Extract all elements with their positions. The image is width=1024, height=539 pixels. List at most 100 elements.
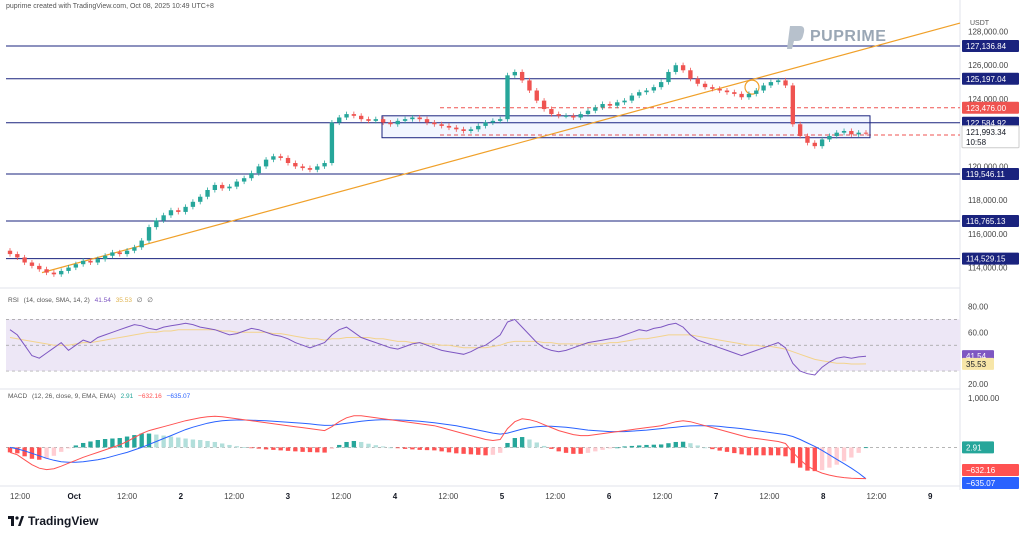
- macd-histogram-bar: [198, 440, 203, 448]
- time-axis-label: 2: [179, 492, 184, 501]
- candle-body: [139, 240, 144, 248]
- macd-histogram-bar: [476, 447, 481, 455]
- macd-histogram-bar: [373, 445, 378, 448]
- candle-body: [22, 257, 27, 263]
- macd-histogram-bar: [168, 436, 174, 448]
- macd-histogram-bar: [88, 441, 93, 448]
- candle-body: [285, 157, 291, 164]
- macd-histogram-bar: [410, 447, 415, 450]
- macd-histogram-bar: [395, 447, 400, 449]
- dashed-level-text: 123,476.00: [966, 104, 1007, 113]
- candle-body: [315, 166, 320, 170]
- macd-histogram-bar: [241, 447, 247, 448]
- macd-histogram-bar: [102, 439, 108, 448]
- macd-histogram-bar: [307, 447, 313, 453]
- rsi-ma-line: [9, 329, 867, 365]
- tradingview-logo-icon: [8, 516, 24, 526]
- macd-signal-tag: [962, 477, 1019, 489]
- tradingview-brand[interactable]: TradingView: [8, 514, 98, 528]
- candle-body: [746, 93, 752, 98]
- level-price-tag: [962, 252, 1019, 265]
- macd-histogram-bar: [44, 447, 49, 459]
- candle-body: [15, 254, 20, 258]
- macd-histogram-bar: [622, 446, 627, 448]
- macd-histogram-bar: [190, 439, 196, 448]
- macd-histogram-bar: [658, 444, 664, 448]
- candle-body: [717, 88, 722, 91]
- candle-body: [307, 168, 313, 170]
- candle-body: [476, 125, 481, 130]
- candle-body: [776, 80, 781, 83]
- candle-body: [176, 210, 181, 212]
- candle-body: [234, 181, 239, 187]
- level-price-text: 119,546.11: [966, 170, 1005, 179]
- candle-body: [498, 119, 503, 121]
- candle-body: [344, 114, 349, 118]
- macd-histogram-bar: [351, 440, 357, 448]
- macd-histogram-bar: [132, 435, 137, 448]
- macd-histogram-bar: [534, 442, 539, 448]
- candle-body: [790, 85, 796, 125]
- macd-histogram-bar: [322, 447, 327, 453]
- candle-body: [380, 119, 386, 123]
- macd-histogram-bar: [695, 445, 700, 448]
- macd-histogram-bar: [805, 447, 810, 471]
- candle-body: [827, 136, 832, 140]
- candle-body: [154, 220, 159, 228]
- candle-body: [102, 255, 108, 260]
- candle-body: [446, 125, 452, 128]
- time-axis-label: 4: [393, 492, 398, 501]
- macd-histogram-bar: [498, 447, 503, 453]
- candle-body: [66, 267, 71, 271]
- rsi-legend-empty-2: ∅: [147, 297, 153, 304]
- macd-histogram-bar: [337, 444, 342, 448]
- candle-body: [688, 70, 693, 79]
- macd-histogram-bar: [666, 443, 671, 448]
- candle-body: [219, 184, 225, 189]
- macd-histogram-bar: [629, 445, 635, 448]
- time-axis-label: 9: [928, 492, 933, 501]
- rsi-tick-label: 80.00: [968, 302, 989, 311]
- macd-histogram-bar: [688, 443, 693, 448]
- macd-hist-tag: [962, 441, 994, 454]
- macd-histogram-bar: [278, 447, 283, 451]
- candle-body: [168, 210, 174, 216]
- candle-body: [146, 227, 152, 241]
- consolidation-box: [381, 115, 871, 139]
- candle-body: [615, 102, 620, 106]
- level-price-text: 116,765.13: [966, 217, 1006, 226]
- price-tick-label: 128,000.00: [968, 27, 1009, 36]
- macd-histogram-bar: [834, 447, 839, 465]
- candle-body: [622, 100, 627, 103]
- macd-histogram-bar: [73, 445, 79, 448]
- rsi-legend-params: (14, close, SMA, 14, 2): [23, 297, 90, 304]
- candle-body: [797, 124, 803, 137]
- candle-body: [190, 201, 196, 207]
- rsi-ma-tag: [962, 357, 994, 370]
- price-tick-label: 118,000.00: [968, 196, 1008, 205]
- candle-body: [359, 115, 364, 120]
- rsi-legend-value: 41.54: [94, 297, 111, 304]
- macd-line: [9, 415, 867, 480]
- candle-body: [863, 132, 869, 134]
- macd-legend[interactable]: MACD (12, 26, close, 9, EMA, EMA) 2.91 −…: [8, 393, 193, 400]
- candle-body: [658, 82, 664, 88]
- macd-histogram-bar: [827, 447, 832, 468]
- macd-histogram-bar: [293, 447, 298, 452]
- rsi-legend-empty-1: ∅: [136, 297, 143, 304]
- rsi-legend[interactable]: RSI (14, close, SMA, 14, 2) 41.54 35.53 …: [8, 296, 156, 304]
- macd-histogram-bar: [37, 447, 42, 460]
- candle-body: [637, 92, 642, 96]
- macd-histogram-bar: [468, 447, 474, 455]
- macd-histogram-bar: [80, 442, 86, 448]
- candle-body: [73, 264, 79, 268]
- macd-histogram-bar: [417, 447, 422, 450]
- macd-histogram-bar: [571, 447, 576, 454]
- rsi-line: [9, 318, 867, 376]
- macd-histogram-bar: [549, 447, 554, 449]
- candle-body: [241, 178, 247, 182]
- time-axis-label: 12:00: [545, 492, 566, 501]
- macd-histogram-bar: [95, 440, 100, 448]
